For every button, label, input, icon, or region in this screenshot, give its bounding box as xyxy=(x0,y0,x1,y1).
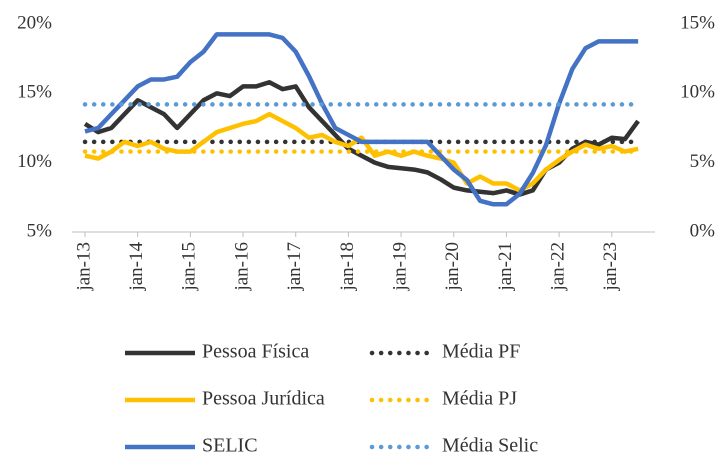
y2-tick-label: 0% xyxy=(690,220,716,241)
legend-label: Pessoa Física xyxy=(202,341,309,363)
legend-label: SELIC xyxy=(202,435,258,457)
legend-label: Média PF xyxy=(442,341,520,363)
x-tick-label: jan-15 xyxy=(179,242,200,292)
x-tick-label: jan-17 xyxy=(284,242,305,292)
legend-label: Média Selic xyxy=(442,435,538,457)
x-tick-label: jan-14 xyxy=(126,242,147,292)
x-tick-label: jan-18 xyxy=(337,242,358,292)
x-tick-label: jan-16 xyxy=(231,242,252,292)
y-tick-label: 10% xyxy=(17,151,52,172)
series-line xyxy=(84,32,639,207)
x-tick-label: jan-21 xyxy=(495,242,516,292)
y-tick-label: 5% xyxy=(27,220,53,241)
y-tick-label: 20% xyxy=(17,12,52,33)
x-tick-label: jan-20 xyxy=(442,242,463,292)
x-tick-label: jan-23 xyxy=(600,242,621,292)
x-tick-label: jan-19 xyxy=(389,242,410,292)
legend-label: Média PJ xyxy=(442,388,517,410)
y2-tick-label: 5% xyxy=(690,151,716,172)
legend-label: Pessoa Jurídica xyxy=(202,388,325,410)
x-tick-label: jan-22 xyxy=(547,242,568,292)
x-tick-label: jan-13 xyxy=(73,242,94,292)
y2-tick-label: 15% xyxy=(680,12,715,33)
y2-tick-label: 10% xyxy=(680,82,715,103)
y-tick-label: 15% xyxy=(17,82,52,103)
